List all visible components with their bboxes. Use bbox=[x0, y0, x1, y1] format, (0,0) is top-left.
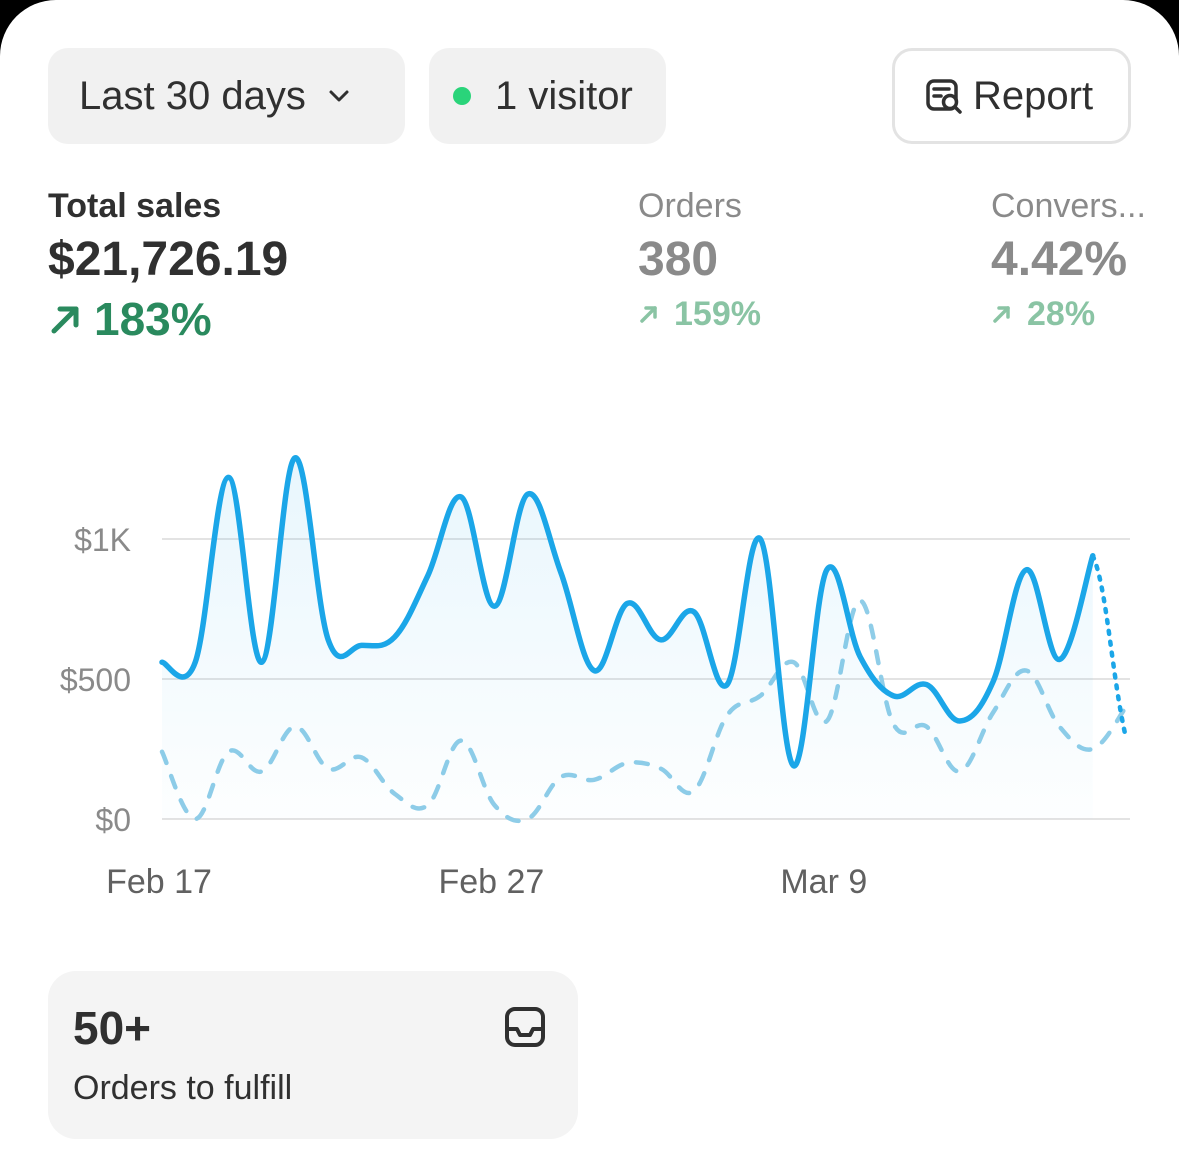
x-tick-label: Mar 9 bbox=[780, 863, 867, 901]
metric-orders[interactable]: Orders 380 159% bbox=[638, 184, 761, 336]
arrow-up-right-icon bbox=[993, 306, 1010, 323]
metric-value: $21,726.19 bbox=[48, 233, 289, 286]
report-icon bbox=[926, 79, 962, 114]
sales-series-line bbox=[159, 455, 1096, 769]
metric-label: Convers... bbox=[991, 187, 1146, 225]
sales-chart[interactable]: $0 $500 $1K Feb 17 Feb 27 Mar 9 bbox=[0, 440, 1179, 920]
metric-label: Orders bbox=[638, 187, 742, 225]
metric-total-sales[interactable]: Total sales $21,726.19 183% bbox=[48, 184, 288, 346]
date-range-label: Last 30 days bbox=[79, 73, 306, 118]
arrow-up-right-icon bbox=[640, 306, 657, 323]
orders-to-fulfill-card[interactable]: 50+ Orders to fulfill bbox=[48, 971, 578, 1139]
live-visitors-button[interactable]: 1 visitor bbox=[429, 48, 666, 144]
y-tick-label: $0 bbox=[95, 802, 131, 838]
visitor-count-label: 1 visitor bbox=[495, 73, 633, 118]
arrow-up-right-icon bbox=[51, 306, 79, 334]
live-status-dot bbox=[453, 87, 471, 105]
sales-area-fill bbox=[162, 457, 1093, 819]
metric-delta: 183% bbox=[48, 292, 288, 346]
metric-delta-value: 28% bbox=[1027, 295, 1096, 333]
metric-delta-value: 183% bbox=[94, 293, 212, 345]
sales-series-partial-segment bbox=[1090, 553, 1129, 741]
metric-delta: 159% bbox=[638, 292, 761, 336]
y-tick-label: $500 bbox=[60, 662, 131, 698]
orders-to-fulfill-count: 50+ bbox=[73, 1002, 152, 1054]
report-label: Report bbox=[973, 73, 1094, 118]
chevron-down-icon bbox=[329, 90, 349, 102]
metric-value: 4.42% bbox=[991, 233, 1128, 286]
metric-label: Total sales bbox=[48, 187, 222, 225]
x-tick-label: Feb 27 bbox=[438, 863, 544, 901]
metric-delta-value: 159% bbox=[674, 295, 761, 333]
y-tick-label: $1K bbox=[74, 522, 131, 558]
metric-conversion[interactable]: Convers... 4.42% 28% bbox=[991, 184, 1179, 336]
inbox-icon bbox=[505, 1007, 545, 1047]
date-range-button[interactable]: Last 30 days bbox=[48, 48, 405, 144]
orders-to-fulfill-label: Orders to fulfill bbox=[73, 1069, 293, 1107]
report-button[interactable]: Report bbox=[892, 48, 1131, 144]
metric-value: 380 bbox=[638, 233, 719, 286]
x-tick-label: Feb 17 bbox=[106, 863, 212, 901]
metric-delta: 28% bbox=[991, 292, 1179, 336]
